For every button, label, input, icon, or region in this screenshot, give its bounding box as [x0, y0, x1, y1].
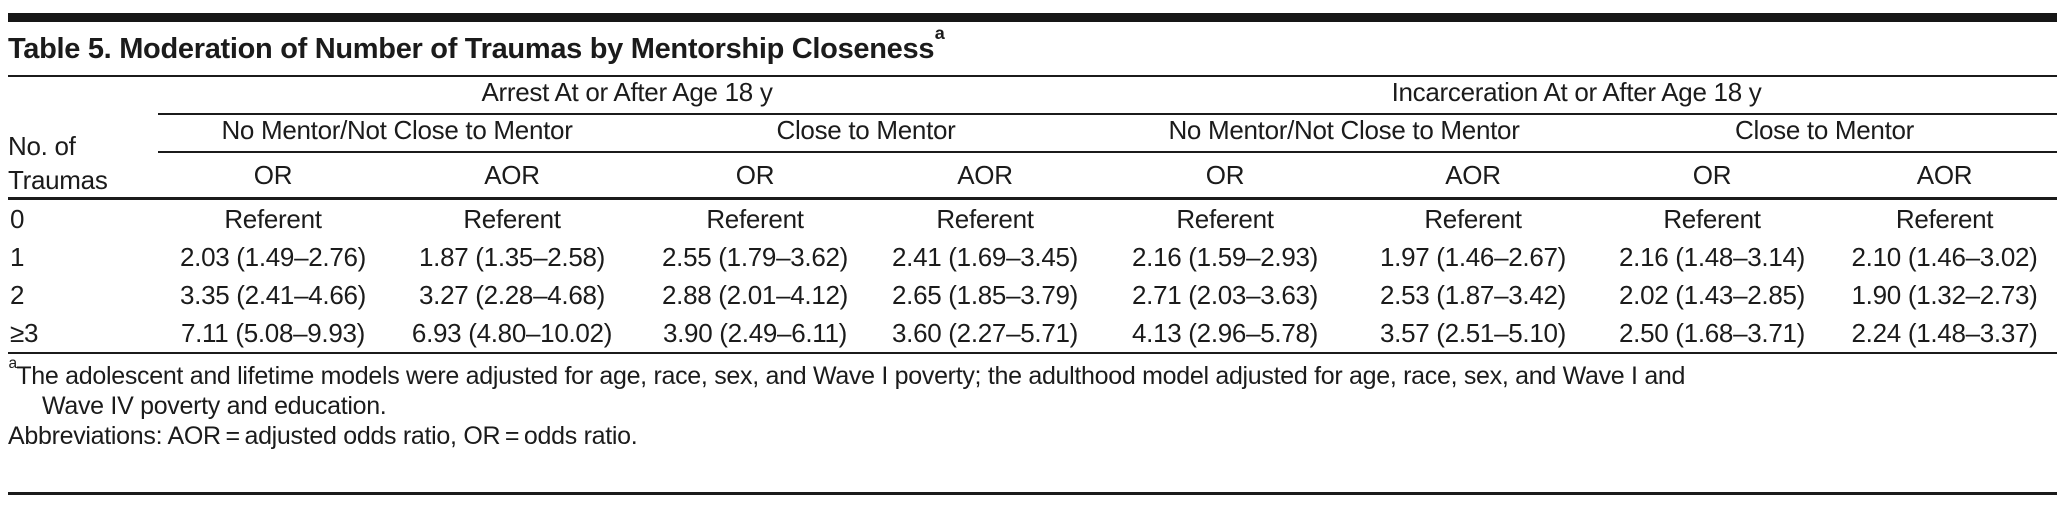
row-header-no-of-traumas: No. of Traumas [8, 77, 158, 200]
col-header-aor: AOR [388, 153, 636, 200]
bottom-rule [8, 492, 2057, 495]
cell-value: Referent [463, 203, 561, 234]
cell-value: 2.88 (2.01–4.12) [661, 279, 848, 310]
footnote-a-line1: aThe adolescent and lifetime models were… [8, 355, 2057, 391]
table-title: Table 5. Moderation of Number of Traumas… [8, 22, 2057, 75]
cell-value: 2.24 (1.48–3.37) [1832, 314, 2058, 354]
cell-value: 2.16 (1.48–3.14) [1618, 241, 1805, 272]
subgroup-label: No Mentor/Not Close to Mentor [1096, 115, 1592, 153]
cell-value: Referent [706, 203, 804, 234]
cell-value: Referent [936, 203, 1034, 234]
cell-value: Referent [1895, 203, 1994, 234]
cell-value: 2.02 (1.43–2.85) [1618, 279, 1805, 310]
column-group-incarceration-label: Incarceration At or After Age 18 y [1096, 77, 2058, 115]
col-header-or: OR [158, 153, 388, 200]
table-title-footnote-marker: a [934, 23, 945, 44]
column-group-incarceration: Incarceration At or After Age 18 y [1096, 77, 2058, 115]
measure-header-row: OR AOR OR AOR OR AOR OR AOR [8, 153, 2058, 200]
col-header-aor: AOR [1832, 153, 2058, 200]
cell-value: 1.90 (1.32–2.73) [1851, 279, 2038, 310]
subgroup-label: Close to Mentor [636, 115, 1096, 153]
subgroup-arrest-close-mentor: Close to Mentor [636, 115, 1096, 153]
cell-value: 2.65 (1.85–3.79) [891, 279, 1078, 310]
subgroup-label: No Mentor/Not Close to Mentor [158, 115, 636, 153]
subgroup-header-row: No Mentor/Not Close to Mentor Close to M… [8, 115, 2058, 153]
table-row-traumas-0: 0 Referent Referent Referent Referent Re… [8, 199, 2057, 239]
cell-value: 3.27 (2.28–4.68) [418, 279, 605, 310]
column-group-arrest: Arrest At or After Age 18 y [158, 77, 1096, 115]
cell-value: Referent [1424, 203, 1522, 234]
table-row-traumas-1: 1 2.03 (1.49–2.76) 1.87 (1.35–2.58) 2.55… [8, 238, 2057, 276]
cell-value: Referent [224, 203, 322, 234]
table-row-traumas-2: 2 3.35 (2.41–4.66) 3.27 (2.28–4.68) 2.88… [8, 276, 2057, 314]
cell-value: 1.97 (1.46–2.67) [1379, 241, 1566, 272]
top-rule [8, 13, 2057, 22]
table-footnotes: aThe adolescent and lifetime models were… [8, 355, 2057, 451]
cell-value: 2.16 (1.59–2.93) [1131, 241, 1318, 272]
table-body: 0 Referent Referent Referent Referent Re… [8, 199, 2058, 354]
col-header-or: OR [636, 153, 874, 200]
cell-value: 2.55 (1.79–3.62) [661, 241, 848, 272]
row-label: 2 [10, 279, 25, 310]
cell-value: 4.13 (2.96–5.78) [1096, 314, 1354, 354]
cell-value: 7.11 (5.08–9.93) [158, 314, 388, 354]
cell-value: 3.90 (2.49–6.11) [636, 314, 874, 354]
column-group-arrest-label: Arrest At or After Age 18 y [158, 77, 1096, 115]
subgroup-incarceration-close-mentor: Close to Mentor [1592, 115, 2058, 153]
cell-value: 2.41 (1.69–3.45) [891, 241, 1078, 272]
col-header-or: OR [1096, 153, 1354, 200]
table-row-traumas-3plus: ≥3 7.11 (5.08–9.93) 6.93 (4.80–10.02) 3.… [8, 314, 2058, 354]
cell-value: 6.93 (4.80–10.02) [388, 314, 636, 354]
row-label: 0 [10, 203, 25, 234]
cell-value: Referent [1176, 203, 1274, 234]
title-divider-rule [8, 75, 2057, 77]
table-title-text: Table 5. Moderation of Number of Traumas… [8, 33, 935, 65]
col-header-aor: AOR [874, 153, 1096, 200]
footnote-a-text: The adolescent and lifetime models were … [16, 362, 1686, 390]
footnote-abbreviations: Abbreviations: AOR = adjusted odds ratio… [8, 422, 638, 450]
cell-value: 2.10 (1.46–3.02) [1851, 241, 2038, 272]
subgroup-incarceration-no-mentor: No Mentor/Not Close to Mentor [1096, 115, 1592, 153]
footnote-a-line2: Wave IV poverty and education. [42, 392, 387, 420]
cell-value: 1.87 (1.35–2.58) [418, 241, 605, 272]
cell-value: 2.71 (2.03–3.63) [1131, 279, 1318, 310]
row-label: ≥3 [8, 314, 158, 354]
cell-value: 3.57 (2.51–5.10) [1354, 314, 1592, 354]
cell-value: 2.50 (1.68–3.71) [1592, 314, 1832, 354]
cell-value: 3.35 (2.41–4.66) [179, 279, 366, 310]
subgroup-label: Close to Mentor [1592, 115, 2058, 153]
table-header: No. of Traumas Arrest At or After Age 18… [8, 77, 2058, 200]
cell-value: 3.60 (2.27–5.71) [874, 314, 1096, 354]
col-header-or: OR [1592, 153, 1832, 200]
col-header-aor: AOR [1354, 153, 1592, 200]
footnote-a-marker: a [8, 354, 17, 372]
moderation-table: No. of Traumas Arrest At or After Age 18… [8, 77, 2058, 354]
cell-value: 2.53 (1.87–3.42) [1379, 279, 1566, 310]
group-header-row: No. of Traumas Arrest At or After Age 18… [8, 77, 2058, 200]
subgroup-arrest-no-mentor: No Mentor/Not Close to Mentor [158, 115, 636, 153]
row-label: 1 [10, 241, 25, 272]
cell-value: 2.03 (1.49–2.76) [179, 241, 366, 272]
cell-value: Referent [1663, 203, 1761, 234]
